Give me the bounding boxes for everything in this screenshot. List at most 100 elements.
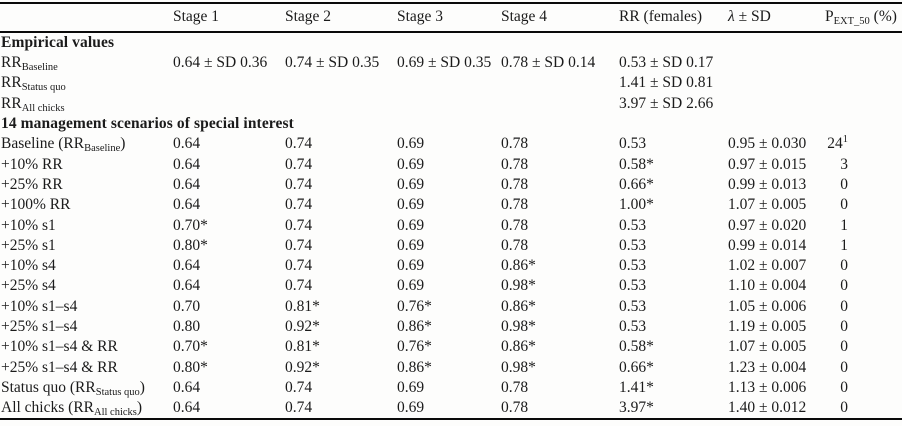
row-label: +25% s1–s4 & RR: [0, 357, 173, 377]
table-cell: [728, 32, 825, 53]
table-cell: 0.53: [619, 318, 647, 335]
text-segment: +10% s1–s4: [1, 297, 78, 315]
table-cell: [825, 73, 902, 93]
table-row: +100% RR 0.64 0.74 0.69 0.78 1.00* 1.07 ± 0.00…: [0, 195, 902, 215]
table-cell: [285, 73, 397, 93]
table-row: +25% s1 0.80* 0.74 0.69 0.78 0.53 0.99 ± 0.014…: [0, 236, 902, 256]
table-cell: 0: [840, 378, 848, 396]
column-header-rr-females: RR (females): [619, 3, 728, 32]
row-label: RRBaseline: [0, 53, 173, 73]
table-cell: 1.41 ± SD 0.81: [619, 74, 714, 92]
text-segment: +100% RR: [1, 196, 71, 214]
table-cell: 0: [840, 277, 848, 295]
text-segment: +25% s4: [1, 277, 56, 295]
column-header-p-ext-50: PEXT_50 (%): [825, 3, 902, 32]
table-row: +10% s1–s4 & RR 0.70* 0.81* 0.76* 0.86* 0.58*…: [0, 337, 902, 357]
table-cell: 1.13 ± 0.006: [728, 378, 807, 396]
table-cell: [397, 94, 501, 114]
text-segment: 14 management scenarios of special inter…: [1, 115, 294, 133]
subscript-text: Status quo: [95, 386, 140, 398]
table-cell: [397, 73, 501, 93]
row-label: +25% s1: [0, 236, 173, 256]
table-cell: 0.69: [397, 236, 425, 254]
table-cell: [397, 32, 501, 53]
row-label: RRStatus quo: [0, 73, 173, 93]
table-cell: 0.70*: [173, 338, 208, 356]
table-cell: 0.69: [397, 399, 425, 417]
table-cell: 0.53: [619, 277, 647, 295]
table-row: RRStatus quo 1.41 ± SD 0.81: [0, 73, 902, 93]
text-segment: Stage 4: [501, 7, 548, 25]
row-label: RRAll chicks: [0, 94, 173, 114]
subscript-text: All chicks: [94, 407, 137, 419]
table-cell: [825, 114, 902, 134]
table-cell: [825, 32, 902, 53]
table-cell: 0: [840, 399, 848, 417]
table-cell: 0.69: [397, 257, 425, 275]
subscript-text: All chicks: [21, 102, 65, 114]
table-row: All chicks (RRAll chicks) 0.64 0.74 0.69 0.7…: [0, 398, 902, 419]
text-segment: Stage 1: [173, 7, 220, 25]
table-cell: [825, 94, 902, 114]
table-cell: 0.66*: [619, 175, 654, 193]
table-cell: 0.99 ± 0.014: [728, 236, 807, 254]
row-label: +10% RR: [0, 154, 173, 174]
section-row: Empirical values: [0, 32, 902, 53]
table-cell: 0.69: [397, 216, 425, 234]
table-cell: 0.74: [285, 378, 313, 396]
table-cell: 0.76*: [397, 338, 432, 356]
table-row: +10% s1–s4 0.70 0.81* 0.76* 0.86* 0.53 1.05 ± …: [0, 297, 902, 317]
table-cell: [501, 114, 619, 134]
table-cell: 0.76*: [397, 297, 432, 315]
table-cell: 0.80*: [173, 358, 208, 376]
italic-text: λ: [728, 7, 735, 25]
text-segment: Empirical values: [1, 34, 115, 51]
table-cell: 0.86*: [501, 297, 536, 315]
table-cell: 0.80: [173, 318, 201, 335]
table-cell: 0.64: [173, 277, 201, 295]
table-cell: 0.74: [285, 196, 313, 214]
table-cell: [728, 94, 825, 114]
table-cell: [501, 73, 619, 93]
text-segment: +25% s1–s4 & RR: [1, 358, 118, 376]
table-cell: 0.53: [619, 257, 647, 275]
table-cell: 0.97 ± 0.015: [728, 155, 807, 173]
table-cell: 0: [840, 358, 848, 376]
row-label: +10% s1–s4 & RR: [0, 337, 173, 357]
text-segment: RR: [1, 74, 22, 92]
table-cell: 0.86*: [397, 318, 432, 335]
row-label: +25% s1–s4: [0, 317, 173, 337]
table-cell: 0.74: [285, 175, 313, 193]
table-row: +25% s1–s4 0.80 0.92* 0.86* 0.98* 0.53 1.19 ± …: [0, 317, 902, 337]
table-row: +25% RR 0.64 0.74 0.69 0.78 0.66* 0.99 ± 0.013…: [0, 175, 902, 195]
table-cell: 0.69: [397, 175, 425, 193]
row-label: All chicks (RRAll chicks): [0, 398, 173, 419]
table-body: Empirical values RRBaseline 0.64 ± SD 0.36…: [0, 32, 902, 419]
table-cell: 0.74: [285, 236, 313, 254]
table-cell: 0.95 ± 0.030: [728, 135, 807, 153]
table-cell: [501, 32, 619, 53]
table-cell: 0.64: [173, 399, 201, 417]
table-cell: 0.64: [173, 175, 201, 193]
table-cell: 0.69: [397, 135, 425, 153]
table-cell: 0.66*: [619, 358, 654, 376]
table-row: +25% s4 0.64 0.74 0.69 0.98* 0.53 1.10 ± 0.004…: [0, 276, 902, 296]
table-cell: 0.74: [285, 135, 313, 153]
table-cell: 0.86*: [397, 358, 432, 376]
header-row: Stage 1 Stage 2 Stage 3 Stage 4 RR (females)…: [0, 3, 902, 32]
subscript-text: Baseline: [21, 62, 58, 74]
column-header-stage-2: Stage 2: [285, 3, 397, 32]
table-cell: 0.74: [285, 216, 313, 234]
table-cell: 0.98*: [501, 358, 536, 376]
text-segment: P: [825, 7, 834, 25]
row-label: Status quo (RRStatus quo): [0, 378, 173, 398]
text-segment: ): [136, 399, 143, 417]
table-row: Status quo (RRStatus quo) 0.64 0.74 0.69 0.7…: [0, 378, 902, 398]
table-cell: [619, 114, 728, 134]
table-cell: 0.86*: [501, 257, 536, 275]
section-heading: Empirical values: [0, 32, 173, 53]
text-segment: +10% s1: [1, 216, 56, 234]
text-segment: Stage 3: [397, 7, 444, 25]
